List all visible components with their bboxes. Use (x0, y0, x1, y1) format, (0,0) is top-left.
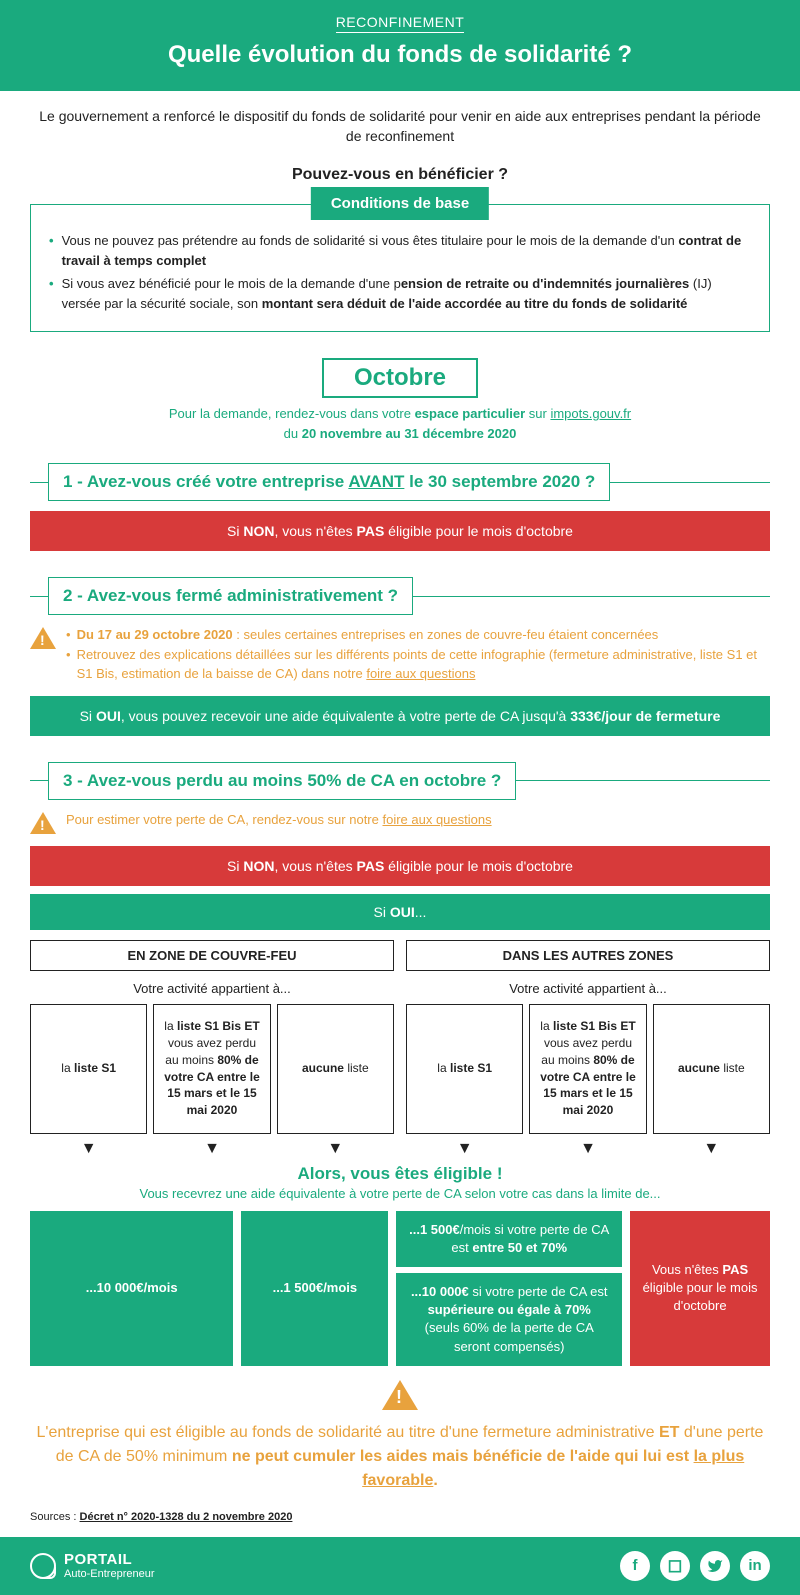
q2-warning: Du 17 au 29 octobre 2020 : seules certai… (30, 625, 770, 684)
header-title: Quelle évolution du fonds de solidarité … (20, 41, 780, 69)
footer: PORTAIL Auto-Entrepreneur f ◻ in (0, 1537, 800, 1595)
zone-sub: Votre activité appartient à... (30, 981, 394, 996)
zone-box-s1bis: la liste S1 Bis ET vous avez perdu au mo… (529, 1004, 646, 1134)
zone-other: DANS LES AUTRES ZONES Votre activité app… (406, 940, 770, 1134)
brand-sub: Auto-Entrepreneur (64, 1568, 155, 1580)
warning-icon (382, 1380, 418, 1410)
result-1500-tier: ...1 500€/mois si votre perte de CA est … (396, 1211, 622, 1267)
question-3: 3 - Avez-vous perdu au moins 50% de CA e… (30, 762, 770, 800)
result-10000: ...10 000€/mois (30, 1211, 233, 1366)
brand-logo-icon (30, 1553, 56, 1579)
zone-box-s1: la liste S1 (406, 1004, 523, 1134)
facebook-icon[interactable]: f (620, 1551, 650, 1581)
eligible-sub: Vous recevrez une aide équivalente à vot… (0, 1186, 800, 1201)
zone-sub: Votre activité appartient à... (406, 981, 770, 996)
sources: Sources : Décret n° 2020-1328 du 2 novem… (30, 1511, 770, 1523)
result-10000-tier: ...10 000€ si votre perte de CA est supé… (396, 1273, 622, 1366)
intro-question: Pouvez-vous en bénéficier ? (0, 166, 800, 184)
final-warning-icon-wrap (0, 1380, 800, 1413)
result-not-eligible: Vous n'êtes PAS éligible pour le mois d'… (630, 1211, 770, 1366)
brand-name: PORTAIL (64, 1551, 155, 1568)
condition-item: Vous ne pouvez pas prétendre au fonds de… (49, 231, 751, 270)
header-overline: RECONFINEMENT (336, 14, 465, 33)
result-1500: ...1 500€/mois (241, 1211, 388, 1366)
question-1-box: 1 - Avez-vous créé votre entreprise AVAN… (48, 463, 610, 501)
social-links: f ◻ in (620, 1551, 770, 1581)
month-section: Octobre (0, 358, 800, 398)
q3-no-banner: Si NON, vous n'êtes PAS éligible pour le… (30, 846, 770, 886)
zone-box-s1: la liste S1 (30, 1004, 147, 1134)
final-note: L'entreprise qui est éligible au fonds d… (30, 1421, 770, 1493)
question-2-box: 2 - Avez-vous fermé administrativement ? (48, 577, 413, 615)
conditions-box: Vous ne pouvez pas prétendre au fonds de… (30, 204, 770, 332)
header: RECONFINEMENT Quelle évolution du fonds … (0, 0, 800, 91)
question-2: 2 - Avez-vous fermé administrativement ? (30, 577, 770, 615)
arrow-down-icon: ▼ (529, 1140, 646, 1158)
question-1: 1 - Avez-vous créé votre entreprise AVAN… (30, 463, 770, 501)
question-3-box: 3 - Avez-vous perdu au moins 50% de CA e… (48, 762, 516, 800)
result-tiered: ...1 500€/mois si votre perte de CA est … (396, 1211, 622, 1366)
intro-text: Le gouvernement a renforcé le dispositif… (0, 91, 800, 156)
arrow-down-icon: ▼ (277, 1140, 394, 1158)
conditions-title: Conditions de base (311, 187, 489, 220)
warning-icon (30, 812, 56, 834)
arrow-down-icon: ▼ (406, 1140, 523, 1158)
conditions-section: Conditions de base Vous ne pouvez pas pr… (30, 204, 770, 332)
zone-curfew: EN ZONE DE COUVRE-FEU Votre activité app… (30, 940, 394, 1134)
linkedin-icon[interactable]: in (740, 1551, 770, 1581)
footer-brand: PORTAIL Auto-Entrepreneur (30, 1551, 155, 1580)
eligible-title: Alors, vous êtes éligible ! (0, 1164, 800, 1184)
arrow-down-icon: ▼ (30, 1140, 147, 1158)
twitter-icon[interactable] (700, 1551, 730, 1581)
zone-curfew-header: EN ZONE DE COUVRE-FEU (30, 940, 394, 971)
instagram-icon[interactable]: ◻ (660, 1551, 690, 1581)
q3-warning: Pour estimer votre perte de CA, rendez-v… (30, 810, 770, 834)
q1-no-banner: Si NON, vous n'êtes PAS éligible pour le… (30, 511, 770, 551)
condition-item: Si vous avez bénéficié pour le mois de l… (49, 274, 751, 313)
zones-grid: EN ZONE DE COUVRE-FEU Votre activité app… (30, 940, 770, 1134)
month-label: Octobre (322, 358, 478, 398)
month-note: Pour la demande, rendez-vous dans votre … (0, 404, 800, 443)
q3-yes-banner: Si OUI... (30, 894, 770, 930)
arrow-down-icon: ▼ (653, 1140, 770, 1158)
zone-other-header: DANS LES AUTRES ZONES (406, 940, 770, 971)
zone-box-none: aucune liste (277, 1004, 394, 1134)
zone-box-none: aucune liste (653, 1004, 770, 1134)
warning-icon (30, 627, 56, 649)
zone-box-s1bis: la liste S1 Bis ET vous avez perdu au mo… (153, 1004, 270, 1134)
arrow-down-icon: ▼ (153, 1140, 270, 1158)
q2-yes-banner: Si OUI, vous pouvez recevoir une aide éq… (30, 696, 770, 736)
results-grid: ...10 000€/mois ...1 500€/mois ...1 500€… (30, 1211, 770, 1366)
arrows-row: ▼ ▼ ▼ ▼ ▼ ▼ (30, 1140, 770, 1158)
